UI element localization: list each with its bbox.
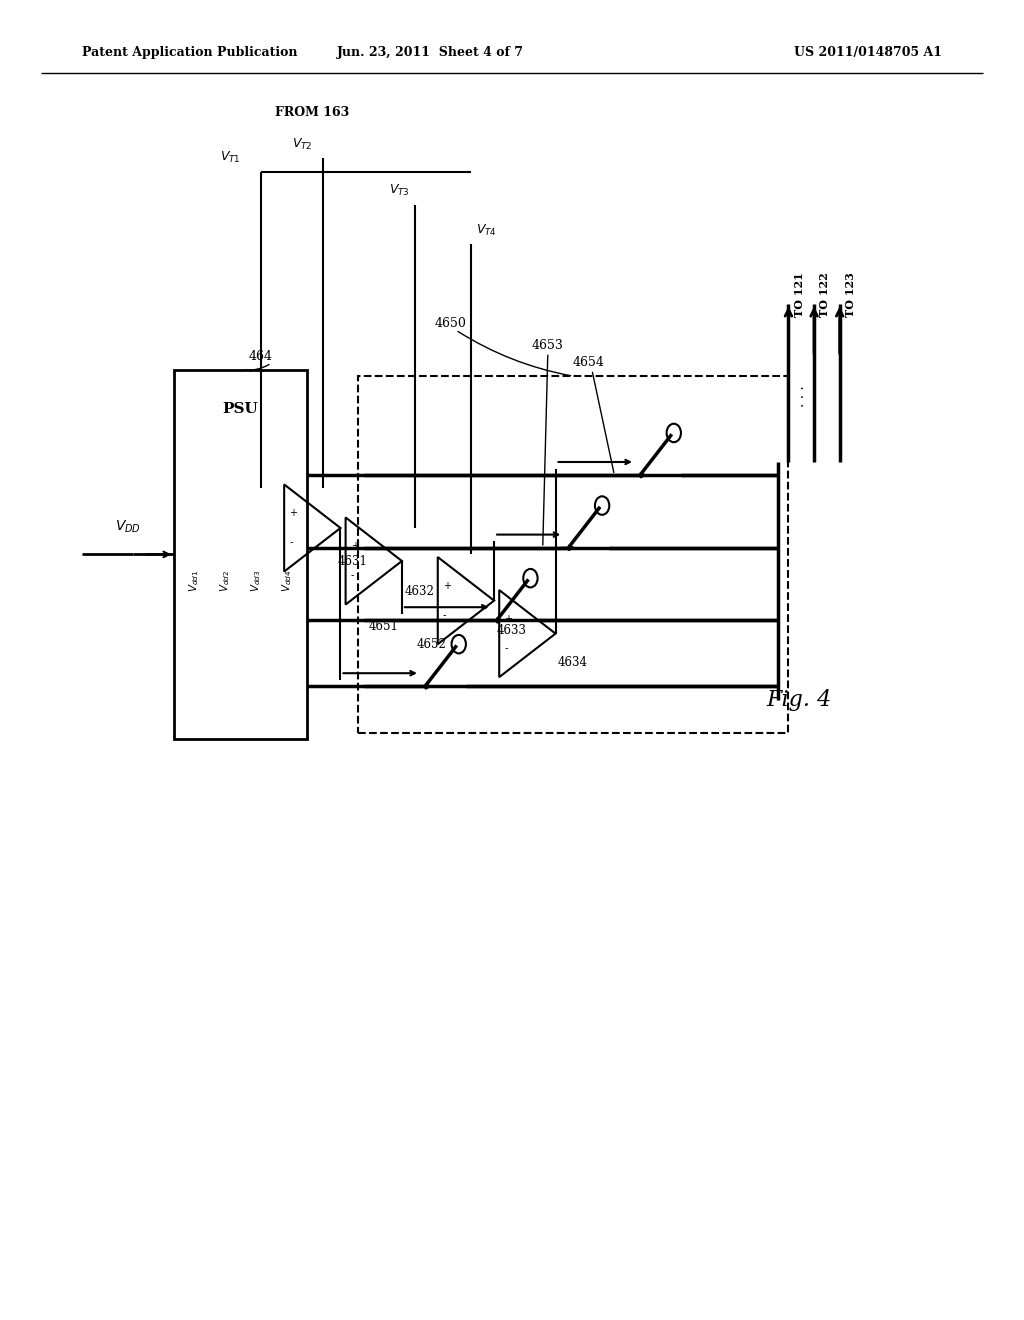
Text: -: - [504, 643, 508, 653]
Text: +: + [350, 541, 358, 552]
Text: FROM 163: FROM 163 [275, 106, 349, 119]
Text: 4631: 4631 [338, 554, 368, 568]
Text: +: + [504, 614, 512, 624]
Text: 4633: 4633 [497, 624, 526, 638]
Text: TO 122: TO 122 [819, 272, 830, 317]
Text: · · ·: · · · [797, 385, 811, 407]
Text: TO 121: TO 121 [794, 272, 805, 317]
Text: PSU: PSU [223, 403, 258, 416]
Text: +: + [442, 581, 451, 591]
Text: Patent Application Publication: Patent Application Publication [82, 46, 297, 59]
Text: $V_{dd1}$: $V_{dd1}$ [187, 570, 202, 591]
Text: $V_{T3}$: $V_{T3}$ [389, 183, 410, 198]
Text: -: - [289, 537, 293, 548]
Text: $V_{T1}$: $V_{T1}$ [220, 150, 241, 165]
Text: 4653: 4653 [531, 339, 564, 352]
Text: $V_{dd3}$: $V_{dd3}$ [249, 570, 263, 591]
Text: 4632: 4632 [404, 585, 434, 598]
Text: -: - [350, 570, 354, 581]
Text: $V_{dd2}$: $V_{dd2}$ [218, 570, 232, 591]
Text: 4650: 4650 [434, 317, 467, 330]
Text: US 2011/0148705 A1: US 2011/0148705 A1 [794, 46, 942, 59]
Text: +: + [289, 508, 297, 519]
Bar [174, 370, 307, 739]
Text: $V_{dd4}$: $V_{dd4}$ [280, 569, 294, 593]
Text: 4651: 4651 [369, 620, 398, 634]
Text: $V_{T2}$: $V_{T2}$ [292, 137, 312, 152]
Bar [358, 376, 788, 733]
Text: 4634: 4634 [558, 656, 588, 669]
Text: $V_{DD}$: $V_{DD}$ [115, 519, 141, 535]
Text: 464: 464 [249, 350, 273, 363]
Text: 4654: 4654 [572, 356, 605, 370]
Text: $V_{T4}$: $V_{T4}$ [476, 223, 497, 238]
Text: Fig. 4: Fig. 4 [766, 689, 831, 710]
Text: -: - [442, 610, 446, 620]
Text: TO 123: TO 123 [845, 272, 856, 317]
Text: 4652: 4652 [417, 638, 446, 651]
Text: Jun. 23, 2011  Sheet 4 of 7: Jun. 23, 2011 Sheet 4 of 7 [337, 46, 523, 59]
